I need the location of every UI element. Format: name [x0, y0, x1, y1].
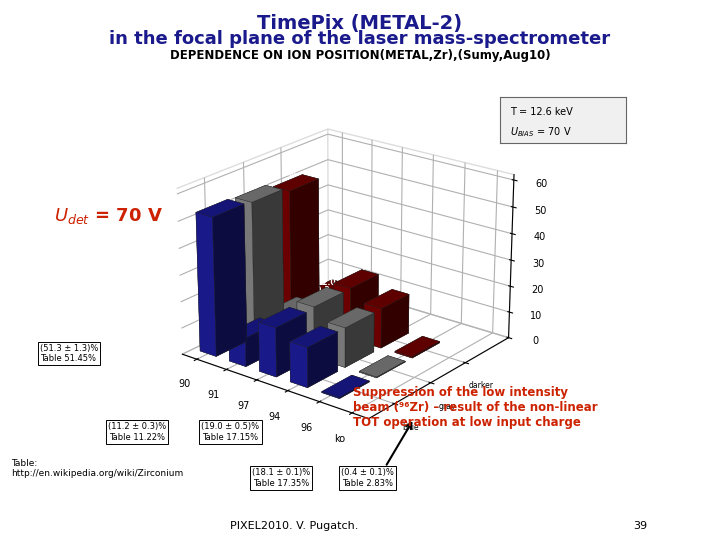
Text: PIXEL2010. V. Pugatch.: PIXEL2010. V. Pugatch.	[230, 521, 359, 531]
Text: Table:
http://en.wikipedia.org/wiki/Zirconium: Table: http://en.wikipedia.org/wiki/Zirc…	[11, 459, 183, 478]
Text: 39: 39	[634, 521, 648, 531]
Text: (18.1 ± 0.1)%
Table 17.35%: (18.1 ± 0.1)% Table 17.35%	[252, 468, 310, 488]
Text: (19.0 ± 0.5)%
Table 17.15%: (19.0 ± 0.5)% Table 17.15%	[202, 422, 259, 442]
Text: TimePix (METAL-2): TimePix (METAL-2)	[258, 14, 462, 32]
Text: DEPENDENCE ON ION POSITION(METAL,Zr),(Sumy,Aug10): DEPENDENCE ON ION POSITION(METAL,Zr),(Su…	[170, 49, 550, 62]
Text: T = 12.6 keV: T = 12.6 keV	[510, 107, 573, 117]
Text: $U_{det}$ = 70 V: $U_{det}$ = 70 V	[54, 206, 163, 226]
Text: $U_{BIAS}$ = 70 V: $U_{BIAS}$ = 70 V	[510, 126, 572, 139]
Text: in the focal plane of the laser mass-spectrometer: in the focal plane of the laser mass-spe…	[109, 30, 611, 48]
Text: (0.4 ± 0.1)%
Table 2.83%: (0.4 ± 0.1)% Table 2.83%	[341, 468, 394, 488]
Text: Suppression of the low intensity
beam (⁹⁶Zr) – result of the non-linear
TOT oper: Suppression of the low intensity beam (⁹…	[353, 386, 598, 429]
Text: (51.3 ± 1.3)%
Table 51.45%: (51.3 ± 1.3)% Table 51.45%	[40, 344, 98, 363]
Text: (11.2 ± 0.3)%
Table 11.22%: (11.2 ± 0.3)% Table 11.22%	[108, 422, 166, 442]
